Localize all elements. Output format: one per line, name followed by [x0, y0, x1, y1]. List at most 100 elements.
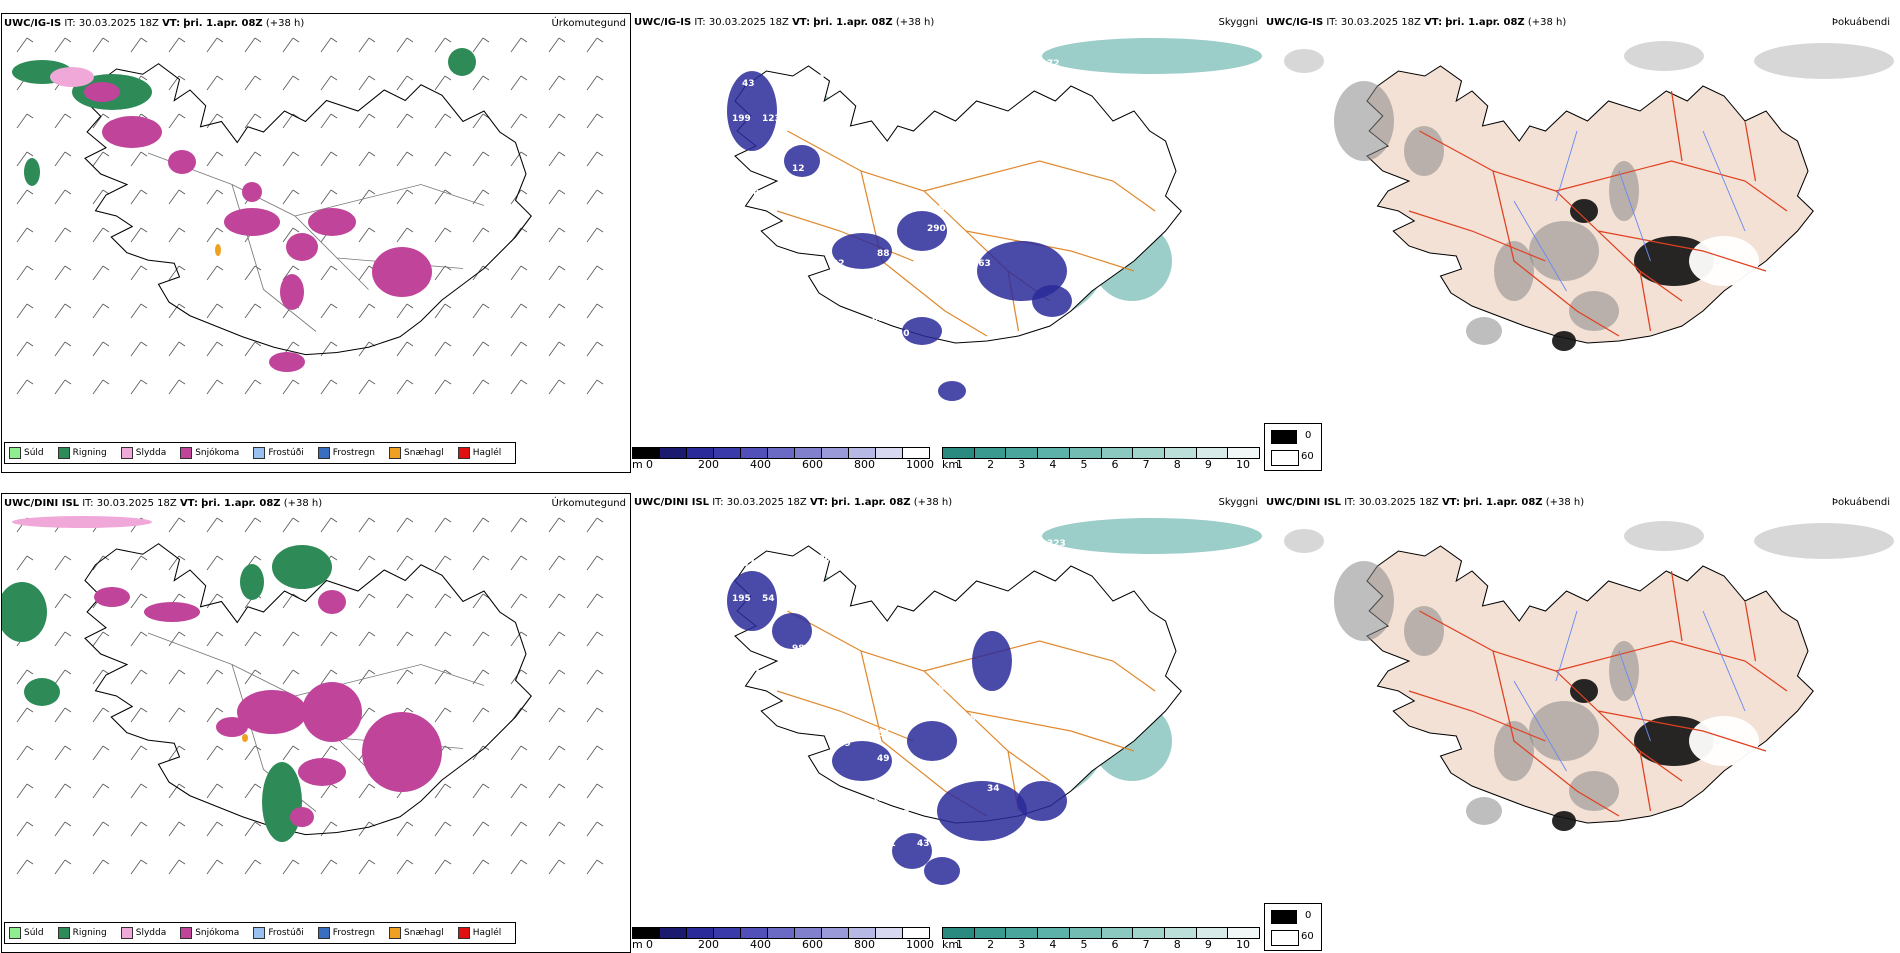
height-label: 54: [762, 594, 775, 604]
height-label: 199: [732, 114, 751, 124]
colorbar-tick: 800: [854, 458, 875, 471]
field-patch: [94, 587, 130, 607]
fog-panel-1: UWC/IG-IS IT: 30.03.2025 18Z VT: þri. 1.…: [1264, 13, 1894, 473]
field-patch: [1017, 781, 1067, 821]
legend-label: Frostúði: [268, 448, 304, 458]
colorbar-tick: 3: [1018, 938, 1026, 951]
field-patch: [1624, 521, 1704, 551]
legend-item: Slydda: [120, 447, 166, 459]
legend-label: Haglél: [472, 928, 502, 938]
precip-map: [12, 37, 604, 395]
height-label: 176: [677, 59, 696, 69]
legend-swatch: [57, 927, 70, 939]
legend-swatch: [120, 927, 133, 939]
height-label: 12: [882, 159, 895, 169]
rivers: [1513, 130, 1746, 292]
height-label: 63: [897, 809, 910, 819]
field-patch: [280, 274, 304, 310]
legend-label: Snæhagl: [404, 448, 444, 458]
legend-item: Frostúði: [253, 927, 304, 939]
height-label: 68: [952, 759, 965, 769]
height-label: 43: [917, 839, 930, 849]
panel-title: Úrkomutegund: [551, 498, 626, 509]
field-patch: [269, 352, 305, 372]
height-label: 606: [812, 554, 831, 564]
field-patch: [237, 690, 307, 734]
legend-item: Súld: [9, 447, 44, 459]
visibility-colorbar: km 1 2 3 4 5 6 7 8 9 10: [942, 927, 1262, 951]
legend-swatch: [317, 927, 330, 939]
field-patch: [1334, 561, 1394, 641]
height-label: 65: [872, 314, 885, 324]
field-patch: [2, 582, 47, 642]
colorbar-tick: 1000: [906, 458, 934, 471]
height-label: 205: [922, 619, 941, 629]
road-network: [1408, 570, 1788, 817]
legend-swatch: [457, 927, 470, 939]
legend-item: Haglél: [457, 927, 502, 939]
field-patch: [1334, 81, 1394, 161]
colorbar-tick: 8: [1173, 938, 1181, 951]
height-label: 62: [812, 74, 825, 84]
height-label: 290: [927, 224, 946, 234]
road-network: [1408, 90, 1788, 337]
height-label: 97: [917, 359, 930, 369]
height-label: 62: [842, 224, 855, 234]
colorbar-tick: 8: [1173, 458, 1181, 471]
field-patch: [318, 590, 346, 614]
fog-legend: 0 60: [1264, 903, 1322, 951]
precip-legend: Súld Rigning Slydda Snjókoma Frostúði Frostre…: [4, 922, 517, 944]
field-patch: [1494, 241, 1534, 301]
field-patch: [290, 807, 314, 827]
colorbar-tick: 7: [1142, 458, 1150, 471]
colorbar-tick: 400: [750, 938, 771, 951]
field-patch: [1754, 43, 1894, 79]
field-patch: [1552, 811, 1576, 831]
field-patch: [1284, 49, 1324, 73]
colorbar-tick: 0: [646, 938, 653, 951]
field-patch: [302, 682, 362, 742]
field-patch: [298, 758, 346, 786]
colorbar-tick: 800: [854, 938, 875, 951]
height-label: 41: [987, 304, 1000, 314]
field-patch: [1569, 771, 1619, 811]
height-label: 478: [742, 559, 761, 569]
height-label: 93: [842, 704, 855, 714]
legend-label: Súld: [24, 928, 44, 938]
height-label: 98: [957, 234, 970, 244]
legend-swatch: [120, 447, 133, 459]
field-patch: [242, 182, 262, 202]
rivers: [1513, 610, 1746, 772]
height-label: 323: [1047, 539, 1066, 549]
height-label: 155: [872, 794, 891, 804]
legend-label: Frostregn: [332, 448, 376, 458]
panel-header: UWC/IG-IS IT: 30.03.2025 18Z VT: þri. 1.…: [4, 18, 305, 29]
panel-title: Þokuábendi: [1831, 17, 1890, 28]
panel-header: UWC/DINI ISL IT: 30.03.2025 18Z VT: þri.…: [634, 497, 953, 508]
field-patch: [784, 145, 820, 177]
field-patch: [1284, 529, 1324, 553]
cloud-base-colorbar: m 0 200 400 600 800 1000: [632, 927, 934, 951]
field-patch: [1689, 236, 1759, 286]
legend-item: Rigning: [57, 447, 107, 459]
colorbar-strip: [942, 447, 1260, 459]
colorbar-tick: 10: [1236, 458, 1250, 471]
road-network: [776, 130, 1156, 337]
colorbar-tick: 6: [1111, 938, 1119, 951]
legend-label: Frostúði: [268, 928, 304, 938]
road-network: [147, 152, 485, 332]
height-label: 286: [957, 714, 976, 724]
height-label: 163: [972, 259, 991, 269]
field-patch: [924, 857, 960, 885]
legend-item: Frostregn: [317, 927, 375, 939]
legend-item: Slydda: [120, 927, 166, 939]
field-patch: [937, 781, 1027, 841]
fog-panel-2: UWC/DINI ISL IT: 30.03.2025 18Z VT: þri.…: [1264, 493, 1894, 953]
height-label: 87: [887, 219, 900, 229]
colorbar-strip: [632, 447, 930, 459]
height-label: 303: [877, 274, 896, 284]
legend-label: Rigning: [72, 928, 107, 938]
field-patch: [1466, 317, 1502, 345]
height-label: 105: [952, 279, 971, 289]
legend-swatch: [9, 927, 21, 939]
